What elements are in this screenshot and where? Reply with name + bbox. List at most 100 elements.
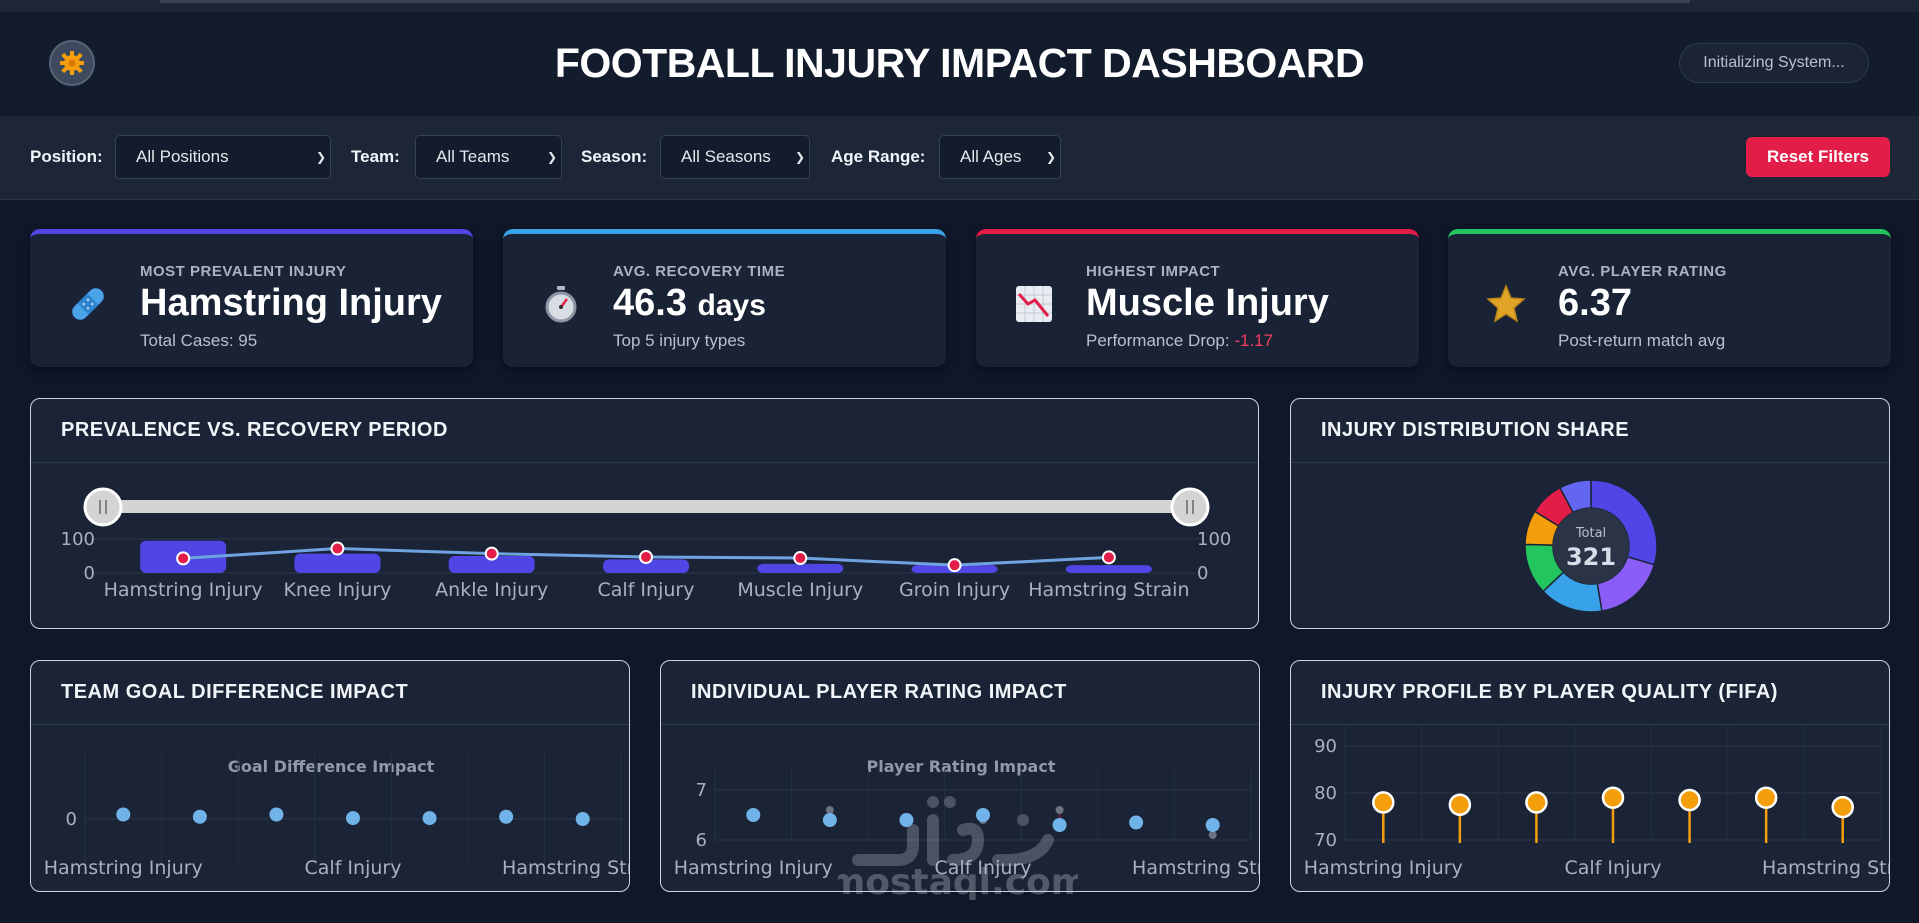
team-filter-label: Team: (351, 147, 400, 166)
line-point (639, 550, 653, 565)
x-tick-label: Hamstring Strain (1132, 857, 1260, 879)
position-filter-label: Position: (30, 147, 103, 166)
panel-title: INJURY PROFILE BY PLAYER QUALITY (FIFA) (1321, 681, 1778, 703)
y-tick-label: 7 (696, 780, 707, 801)
gear-icon (60, 51, 84, 75)
data-point (422, 811, 437, 826)
kpi-subtext: Post-return match avg (1558, 331, 1726, 350)
age-range-filter-label: Age Range: (831, 147, 926, 166)
lollipop-head (1525, 791, 1548, 814)
bar (294, 553, 381, 573)
x-tick-label: Calf Injury (598, 579, 695, 601)
data-point (116, 807, 131, 822)
y-tick-label: 70 (1314, 830, 1337, 851)
range-slider-track[interactable] (101, 500, 1191, 513)
panel-divider (31, 724, 629, 725)
line-point (947, 558, 962, 573)
data-point (1052, 818, 1067, 832)
player-rating-chart: Player Rating Impact 7 6 Hamstring Injury C… (674, 757, 1260, 879)
team-select[interactable]: All Teams ❯ (415, 135, 562, 179)
y-tick-label: 0 (84, 563, 95, 584)
y-tick-label: 6 (696, 830, 707, 851)
x-tick-label: Calf Injury (305, 857, 402, 879)
kpi-subtext: Total Cases: 95 (140, 331, 258, 350)
y-tick-label: 0 (66, 809, 77, 830)
panel-divider (1291, 724, 1889, 725)
lollipop-head (1372, 791, 1395, 814)
chevron-down-icon: ❯ (1045, 150, 1056, 164)
data-point (976, 808, 990, 822)
stopwatch-icon (537, 280, 585, 328)
pre-injury-point (825, 806, 834, 814)
age-range-select[interactable]: All Ages ❯ (939, 135, 1061, 179)
prevalence-chart: 100 0 100 0 Hamstring Injury Knee Injury Ankle… (61, 487, 1231, 601)
x-tick-label: Calf Injury (935, 857, 1032, 879)
data-point (899, 813, 914, 827)
goal-difference-panel: TEAM GOAL DIFFERENCE IMPACT Goal Differe… (30, 660, 630, 892)
kpi-value: 46.3 days (613, 282, 766, 325)
chevron-down-icon: ❯ (315, 150, 326, 164)
distribution-chart: Total 321 (1524, 479, 1658, 613)
page-title: FOOTBALL INJURY IMPACT DASHBOARD (554, 40, 1365, 86)
range-slider-handle-right[interactable] (1170, 487, 1210, 527)
y-tick-label-right: 0 (1197, 563, 1208, 584)
data-point (575, 812, 590, 826)
x-tick-label: Ankle Injury (435, 579, 548, 601)
line-point (793, 551, 808, 566)
season-select[interactable]: All Seasons ❯ (660, 135, 810, 179)
kpi-label: HIGHEST IMPACT (1086, 263, 1221, 280)
bar (757, 563, 844, 573)
x-tick-label: Hamstring Strain (1762, 857, 1890, 879)
pre-injury-point (1055, 806, 1064, 814)
donut-hole (1553, 508, 1629, 584)
kpi-card-most-prevalent: MOST PREVALENT INJURY Hamstring Injury T… (30, 229, 473, 367)
donut-center-value: 321 (1566, 543, 1616, 571)
age-range-select-value: All Ages (960, 147, 1022, 166)
player-rating-panel: INDIVIDUAL PLAYER RATING IMPACT Player R… (660, 660, 1260, 892)
data-point (822, 813, 837, 827)
x-tick-label: Hamstring Injury (674, 857, 833, 879)
x-tick-label: Hamstring Injury (1304, 857, 1463, 879)
kpi-label: AVG. PLAYER RATING (1558, 263, 1727, 280)
browser-top-strip (0, 0, 1919, 12)
kpi-label: AVG. RECOVERY TIME (613, 263, 786, 280)
kpi-card-recovery-time: AVG. RECOVERY TIME 46.3 days Top 5 injur… (503, 229, 946, 367)
lollipop-head (1754, 786, 1778, 809)
performance-drop-value: -1.17 (1234, 331, 1274, 350)
data-point (346, 811, 360, 826)
data-point (192, 809, 207, 824)
position-select[interactable]: All Positions ❯ (115, 135, 331, 179)
lollipop-head (1678, 788, 1701, 812)
x-tick-label: Hamstring Strain (1028, 579, 1189, 601)
kpi-card-highest-impact: HIGHEST IMPACT Muscle Injury Performance… (976, 229, 1419, 367)
kpi-value-number: 46.3 (613, 282, 687, 324)
x-tick-label: Hamstring Injury (44, 857, 203, 879)
x-tick-label: Knee Injury (283, 579, 391, 601)
settings-gear-icon[interactable] (49, 40, 95, 86)
range-slider-handle-left[interactable] (83, 487, 123, 527)
panel-divider (31, 462, 1258, 463)
y-tick-label: 100 (61, 529, 95, 550)
reset-filters-button[interactable]: Reset Filters (1746, 137, 1890, 177)
y-tick-label-right: 100 (1197, 529, 1231, 550)
season-select-value: All Seasons (681, 147, 771, 166)
data-point (746, 808, 761, 822)
lollipop-head (1448, 793, 1472, 816)
kpi-value: Hamstring Injury (140, 282, 442, 324)
system-status-badge: Initializing System... (1679, 43, 1869, 83)
team-select-value: All Teams (436, 147, 510, 166)
app-header: FOOTBALL INJURY IMPACT DASHBOARD Initial… (0, 12, 1919, 116)
kpi-value: Muscle Injury (1086, 282, 1329, 324)
kpi-value: 6.37 (1558, 282, 1632, 324)
bar (1065, 565, 1152, 573)
data-point (499, 809, 514, 824)
address-bar-edge (160, 0, 1690, 3)
x-tick-label: Muscle Injury (737, 579, 863, 601)
star-icon (1482, 280, 1530, 328)
x-tick-label: Calf Injury (1565, 857, 1662, 879)
panel-divider (1291, 462, 1889, 463)
distribution-panel: INJURY DISTRIBUTION SHARE Total 321 (1290, 398, 1890, 629)
prevalence-panel: PREVALENCE VS. RECOVERY PERIOD 100 0 100 0 H… (30, 398, 1259, 629)
line-point (484, 546, 499, 561)
chart-title: Player Rating Impact (867, 757, 1056, 776)
